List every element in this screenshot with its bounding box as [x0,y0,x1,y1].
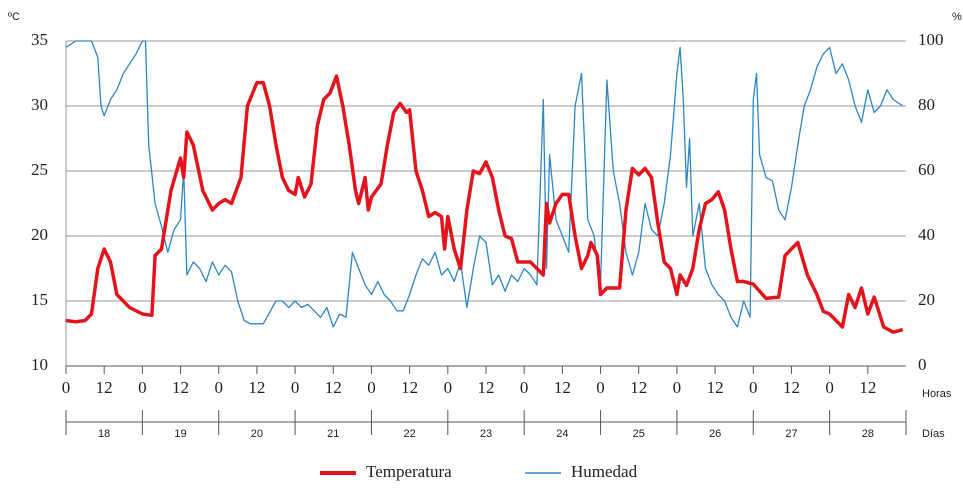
y-tick-label: 15 [31,290,48,309]
x-tick-label: 12 [630,378,647,397]
y-tick-label: 25 [31,160,48,179]
x-tick-label: 0 [62,378,71,397]
y-tick-label: 35 [31,30,48,49]
x-tick-label: 0 [291,378,300,397]
day-label: 21 [327,428,339,440]
y-tick-label: 10 [31,355,48,374]
legend-label: Humedad [571,462,638,481]
x-tick-label: 0 [367,378,376,397]
y-tick-label: 30 [31,95,48,114]
day-label: 20 [251,428,263,440]
y2-tick-label: 40 [918,225,935,244]
x-axis-label: Horas [922,388,952,400]
y2-tick-label: 20 [918,290,935,309]
y2-tick-label: 60 [918,160,935,179]
y2-tick-label: 80 [918,95,935,114]
day-label: 25 [633,428,645,440]
x-tick-label: 12 [783,378,800,397]
x-tick-label: 12 [401,378,418,397]
y2-tick-label: 0 [918,355,927,374]
day-label: 27 [785,428,797,440]
x-tick-label: 12 [707,378,724,397]
x-tick-label: 0 [749,378,758,397]
data-line [65,40,904,328]
x-tick-label: 12 [248,378,265,397]
x-tick-label: 0 [825,378,834,397]
x-tick-label: 0 [596,378,605,397]
y-axis-label: ºC [8,11,20,23]
x-tick-label: 12 [478,378,495,397]
x-tick-label: 12 [172,378,189,397]
x-tick-label: 12 [859,378,876,397]
day-label: 19 [174,428,186,440]
x-tick-label: 0 [138,378,147,397]
day-axis-label: Días [922,428,945,440]
y2-tick-label: 100 [918,30,944,49]
y2-axis-label: % [952,11,962,23]
day-label: 26 [709,428,721,440]
legend-label: Temperatura [366,462,452,481]
x-tick-label: 12 [96,378,113,397]
y-tick-label: 20 [31,225,48,244]
x-tick-label: 12 [554,378,571,397]
day-label: 18 [98,428,110,440]
x-tick-label: 0 [214,378,223,397]
data-line [65,74,904,334]
day-label: 24 [556,428,568,440]
x-tick-label: 0 [444,378,453,397]
x-tick-label: 12 [325,378,342,397]
x-tick-label: 0 [673,378,682,397]
day-label: 22 [404,428,416,440]
day-label: 28 [862,428,874,440]
x-tick-label: 0 [520,378,529,397]
day-label: 23 [480,428,492,440]
